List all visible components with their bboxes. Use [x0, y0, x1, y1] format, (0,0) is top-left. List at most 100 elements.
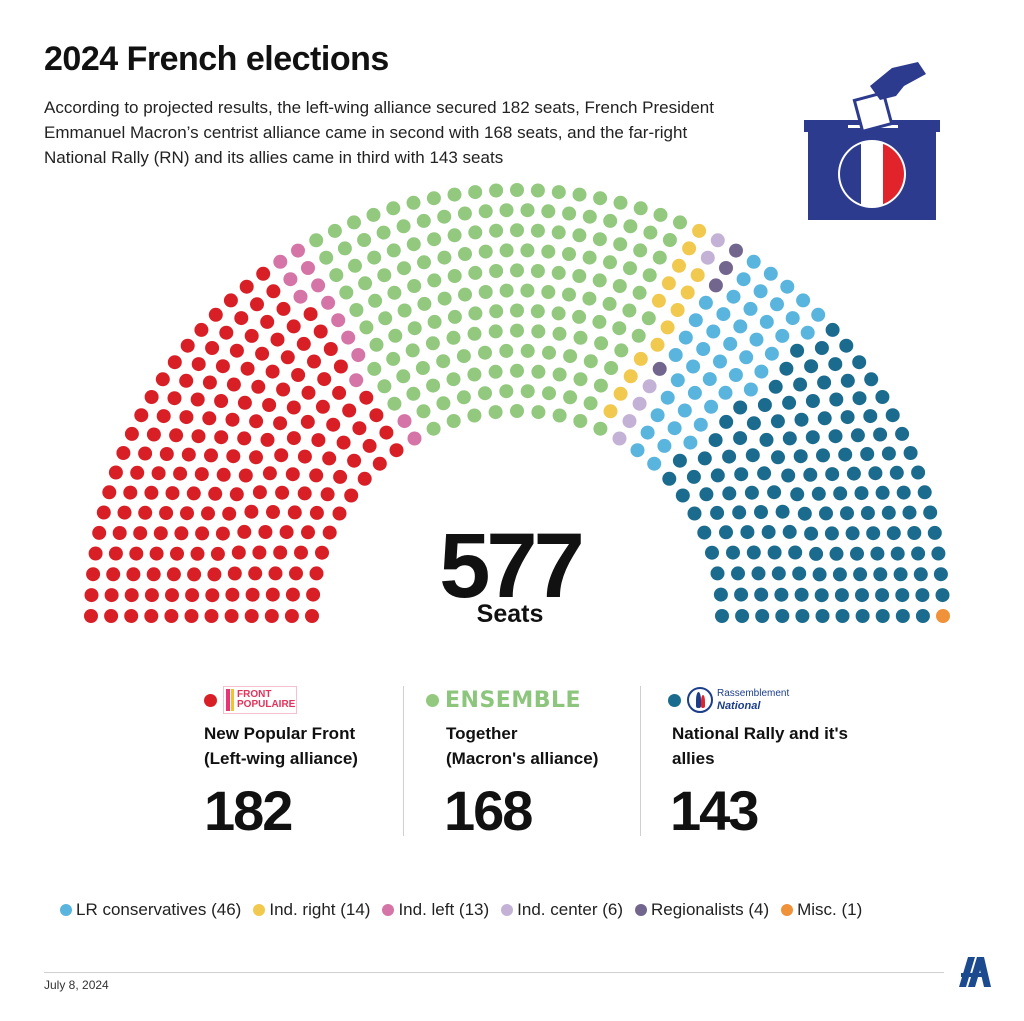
seat-dot — [623, 369, 638, 384]
seat-dot — [771, 566, 786, 581]
seat-dot — [309, 566, 324, 581]
seat-dot — [467, 408, 482, 423]
seat-dot — [622, 303, 637, 318]
seat-dot — [796, 293, 811, 308]
seat-dot — [229, 343, 244, 358]
seat-dot — [187, 567, 202, 582]
seat-dot — [800, 325, 815, 340]
footer-divider — [44, 972, 944, 973]
seat-dot — [427, 232, 442, 247]
seat-dot — [167, 391, 182, 406]
seat-dot — [923, 505, 938, 520]
seat-dot — [642, 268, 657, 283]
seat-dot — [351, 348, 366, 362]
seat-dot — [933, 567, 948, 582]
seat-dot — [829, 392, 844, 407]
seat-dot — [907, 526, 922, 540]
seat-dot — [468, 265, 483, 280]
seat-dot — [219, 325, 234, 340]
seat-dot — [775, 609, 790, 623]
seat-dot — [180, 506, 194, 521]
flame-icon — [687, 687, 713, 713]
seat-dot — [895, 426, 910, 441]
seat-dot — [133, 526, 148, 541]
seat-dot — [583, 354, 598, 369]
seat-dot — [225, 412, 240, 427]
seat-dot — [845, 526, 860, 541]
seat-dot — [552, 326, 567, 341]
seat-dot — [309, 468, 324, 483]
seat-dot — [332, 385, 347, 400]
group-national-rally: Rassemblement National National Rally an… — [668, 684, 888, 841]
seat-dot — [226, 377, 241, 392]
seat-dot — [386, 351, 401, 366]
seat-dot — [190, 392, 205, 407]
seat-dot — [467, 326, 482, 341]
seat-dot — [301, 525, 315, 540]
seat-dot — [889, 465, 904, 480]
seat-dot — [530, 304, 545, 319]
seat-dot — [662, 471, 677, 486]
seat-dot — [667, 421, 682, 436]
group-label-line2: (Left-wing alliance) — [204, 749, 358, 768]
seat-dot — [348, 258, 362, 273]
seat-dot — [468, 185, 483, 200]
seat-dot — [911, 546, 926, 561]
seat-dot — [146, 567, 161, 582]
seat-dot — [284, 609, 299, 623]
seat-dot — [468, 306, 483, 321]
seat-dot — [633, 201, 648, 216]
seat-dot — [743, 382, 758, 397]
seat-dot — [870, 546, 885, 561]
group-label-line1: National Rally and it's — [672, 724, 848, 743]
seat-dot — [231, 545, 246, 560]
seat-dot — [165, 588, 179, 603]
seat-dot — [151, 466, 166, 481]
seat-dot — [446, 414, 461, 428]
seat-dot — [814, 588, 829, 603]
seat-dot — [572, 187, 587, 202]
seat-dot — [745, 448, 760, 463]
seat-dot — [427, 314, 442, 329]
seat-dot — [510, 263, 524, 278]
seat-dot — [852, 355, 867, 370]
seat-dot — [372, 456, 387, 471]
seat-dot — [427, 273, 442, 288]
seat-dot — [227, 566, 242, 581]
seat-dot — [309, 233, 324, 248]
seat-dot — [296, 336, 311, 351]
seat-dot — [322, 525, 337, 540]
seat-dot — [814, 341, 829, 355]
seat-dot — [660, 390, 675, 405]
seat-dot — [788, 545, 803, 560]
seat-dot — [913, 567, 928, 582]
group-seat-count: 168 — [444, 779, 533, 842]
seat-dot — [366, 207, 381, 222]
seat-dot — [935, 588, 950, 603]
seat-dot — [562, 287, 576, 302]
seat-dot — [819, 506, 833, 521]
seat-dot — [245, 587, 260, 602]
total-seats-number: 577 — [439, 515, 585, 617]
seat-dot — [873, 567, 888, 582]
seat-dot — [215, 526, 230, 541]
seat-dot — [790, 343, 805, 358]
seat-dot — [853, 567, 868, 582]
seat-dot — [828, 357, 843, 372]
seat-dot — [743, 301, 758, 316]
seat-dot — [194, 322, 209, 337]
seat-dot — [138, 446, 153, 461]
seat-dot — [378, 311, 393, 326]
seat-dot — [833, 486, 848, 501]
seat-dot — [286, 400, 301, 415]
seat-dot — [134, 408, 149, 423]
seat-dot — [850, 428, 865, 443]
seat-dot — [713, 354, 727, 369]
seat-dot — [520, 203, 535, 218]
seat-dot — [417, 255, 431, 270]
seat-dot — [785, 311, 800, 326]
seat-dot — [764, 346, 779, 361]
seat-dot — [660, 320, 675, 335]
seat-dot — [697, 525, 712, 540]
seat-dot — [582, 291, 597, 306]
